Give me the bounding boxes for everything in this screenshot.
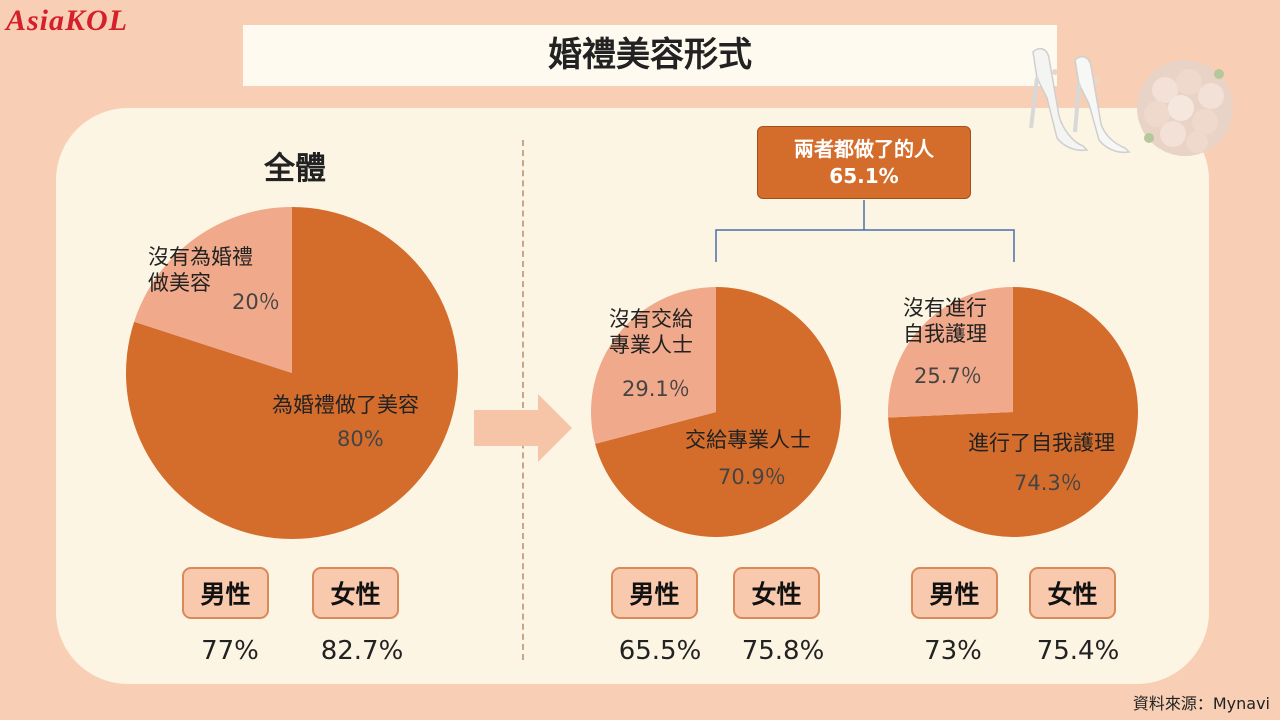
pie-2-minor-label-line-2: 專業人士: [609, 333, 693, 357]
pie-3-main-label: 進行了自我護理: [968, 431, 1115, 455]
pie-3-slice-main: [888, 287, 1138, 537]
pie-2-minor-value: 29.1％: [622, 377, 690, 401]
pie-2-male-badge: 男性: [611, 567, 698, 619]
pie-2-main-value: 70.9％: [718, 465, 786, 489]
pie-2-minor-label-line-1: 沒有交給: [609, 307, 693, 331]
pie-2-slice-minor: [590, 287, 716, 444]
pie-1-male-value: 77%: [201, 636, 259, 666]
wedding-decoration-icon: [1029, 47, 1233, 156]
pie-3-female-badge: 女性: [1029, 567, 1116, 619]
both-did-box: 兩者都做了的人 65.1%: [757, 126, 971, 199]
pie-1-minor-value: 20％: [232, 290, 280, 314]
pie-3-female-value: 75.4%: [1036, 636, 1120, 666]
pie-2-female-badge: 女性: [733, 567, 820, 619]
pie-1-female-badge: 女性: [312, 567, 399, 619]
pie-1-main-label: 為婚禮做了美容: [272, 393, 419, 417]
pie-2-female-value: 75.8%: [741, 636, 825, 666]
pie-3-male-badge: 男性: [911, 567, 998, 619]
pie-2-main-label: 交給專業人士: [685, 428, 811, 452]
pie-3-slice-minor: [887, 287, 1013, 418]
pie-2-male-value: 65.5%: [618, 636, 702, 666]
pie-3-main-value: 74.3％: [1014, 471, 1082, 495]
flow-arrow-icon: [474, 394, 572, 462]
pie-3-minor-label-line-2: 自我護理: [903, 322, 987, 346]
pie-1-minor-label-line-2: 做美容: [148, 271, 211, 295]
section-title-all: 全體: [264, 151, 326, 187]
pie-3-male-value: 73%: [924, 636, 982, 666]
section-divider: [522, 140, 524, 660]
both-did-value: 65.1%: [829, 163, 899, 188]
pie-1-slice-minor: [134, 206, 292, 373]
page-title: 婚禮美容形式: [548, 35, 752, 75]
wedding-shoes-icon: [1029, 47, 1131, 154]
both-did-label: 兩者都做了的人: [794, 136, 934, 161]
pie-1-female-value: 82.7%: [320, 636, 404, 666]
pie-1-minor-label-line-1: 沒有為婚禮: [148, 245, 253, 269]
pie-3-minor-value: 25.7％: [914, 364, 982, 388]
pie-2-slice-main: [595, 287, 841, 537]
connector-line: [715, 200, 1015, 262]
brand-logo: AsiaKOL: [6, 4, 129, 37]
pie-2-minor-label: 沒有交給 專業人士: [609, 306, 693, 358]
source-note: 資料來源：Mynavi: [1132, 694, 1270, 713]
bouquet-icon: [1137, 60, 1233, 156]
pie-1-main-value: 80%: [337, 427, 384, 451]
title-bar: [243, 25, 1057, 86]
pie-3-minor-label: 沒有進行 自我護理: [903, 295, 987, 347]
pie-3-minor-label-line-1: 沒有進行: [903, 296, 987, 320]
pie-1-male-badge: 男性: [182, 567, 269, 619]
pie-1-slice-main: [125, 207, 458, 539]
pie-1-minor-label: 沒有為婚禮 做美容: [148, 244, 253, 296]
